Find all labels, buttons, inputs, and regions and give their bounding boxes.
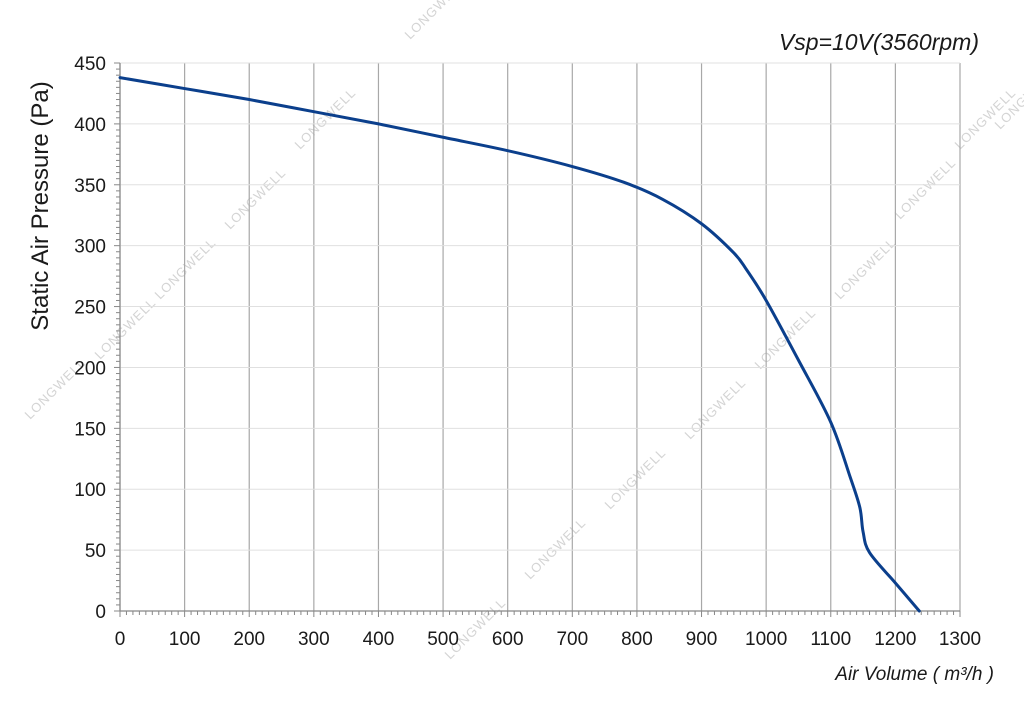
- grid: [119, 62, 961, 612]
- y-tick-label: 50: [85, 541, 106, 562]
- x-tick-label: 800: [621, 629, 653, 650]
- y-tick-label: 150: [74, 419, 106, 440]
- x-tick-label: 400: [363, 629, 395, 650]
- x-axis-ticks: 0 100 200 300 400 500 600 700 800 900 1000 1100 1200…: [115, 629, 981, 650]
- x-tick-label: 1000: [745, 629, 787, 650]
- watermark-text: LONGWELL: [522, 515, 589, 582]
- y-axis-label: Static Air Pressure (Pa): [27, 81, 54, 330]
- chart-annotation: Vsp=10V(3560rpm): [779, 29, 979, 55]
- watermark-layer: LONGWELLLONGWELLLONGWELLLONGWELLLONGWELL…: [22, 0, 1024, 662]
- x-tick-label: 100: [169, 629, 201, 650]
- watermark-text: LONGWELL: [752, 305, 819, 372]
- x-axis-label: Air Volume ( m³/h ): [834, 664, 994, 685]
- axes: [114, 62, 961, 617]
- y-tick-label: 100: [74, 480, 106, 501]
- y-axis-ticks: 0 50 100 150 200 250 300 350 400 450: [74, 54, 106, 623]
- watermark-text: LONGWELL: [222, 165, 289, 232]
- y-tick-label: 300: [74, 237, 106, 258]
- watermark-text: LONGWELL: [832, 235, 899, 302]
- y-tick-label: 0: [95, 602, 106, 623]
- watermark-text: LONGWELL: [402, 0, 469, 42]
- y-tick-label: 450: [74, 54, 106, 75]
- x-tick-label: 200: [233, 629, 265, 650]
- x-tick-label: 500: [427, 629, 459, 650]
- watermark-text: LONGWELL: [682, 375, 749, 442]
- x-tick-label: 1100: [810, 629, 851, 650]
- x-tick-label: 700: [556, 629, 588, 650]
- y-tick-label: 400: [74, 115, 106, 136]
- x-tick-label: 0: [115, 629, 126, 650]
- y-tick-label: 200: [74, 358, 106, 379]
- watermark-text: LONGWELL: [602, 445, 669, 512]
- y-tick-label: 350: [74, 176, 106, 197]
- x-tick-label: 1300: [939, 629, 981, 650]
- x-tick-label: 300: [298, 629, 330, 650]
- y-tick-label: 250: [74, 298, 106, 319]
- series-line: [118, 76, 921, 613]
- x-tick-label: 900: [686, 629, 718, 650]
- x-tick-label: 1200: [874, 629, 916, 650]
- series-layer: [118, 76, 921, 613]
- x-tick-label: 600: [492, 629, 524, 650]
- watermark-text: LONGWELL: [892, 155, 959, 222]
